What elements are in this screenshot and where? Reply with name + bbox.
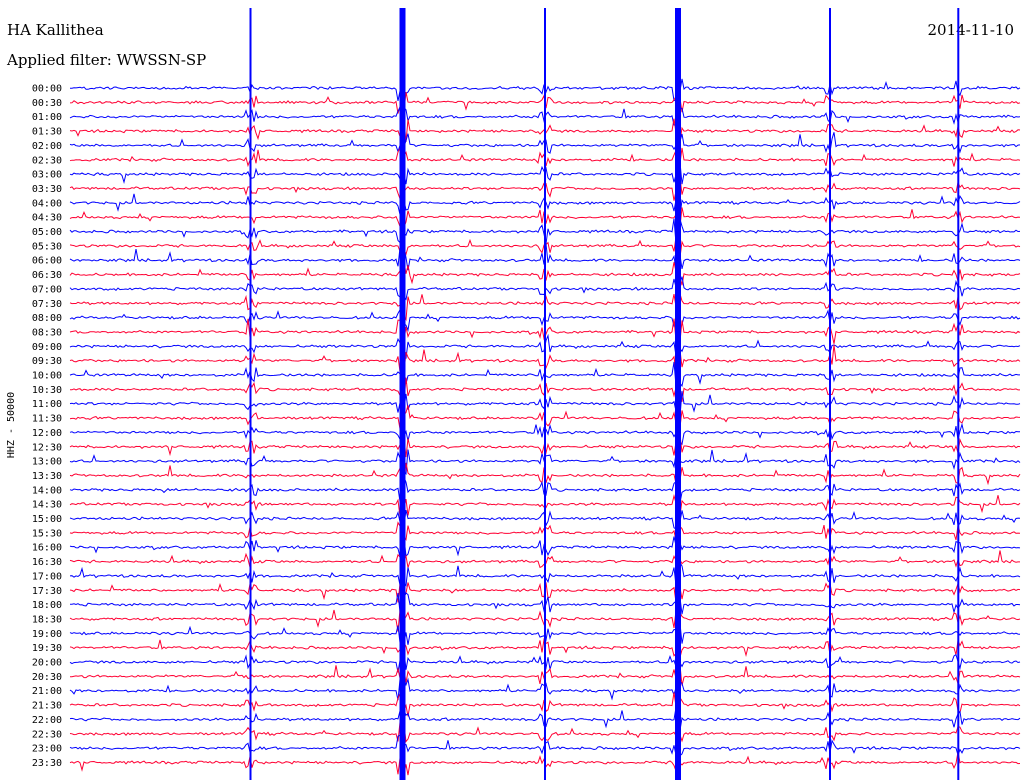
time-tick-label: 09:00 xyxy=(32,342,62,353)
time-tick-label: 21:00 xyxy=(32,686,62,697)
time-tick-label: 22:00 xyxy=(32,715,62,726)
time-tick-label: 03:00 xyxy=(32,170,62,181)
time-tick-label: 12:30 xyxy=(32,442,62,453)
time-tick-label: 15:30 xyxy=(32,528,62,539)
time-tick-label: 05:00 xyxy=(32,227,62,238)
time-tick-label: 23:30 xyxy=(32,758,62,769)
time-tick-label: 12:00 xyxy=(32,428,62,439)
time-tick-label: 16:30 xyxy=(32,557,62,568)
time-tick-label: 01:30 xyxy=(32,127,62,138)
time-tick-label: 11:00 xyxy=(32,399,62,410)
time-tick-label: 08:00 xyxy=(32,313,62,324)
time-tick-label: 19:30 xyxy=(32,643,62,654)
time-tick-label: 21:30 xyxy=(32,701,62,712)
channel-label: HHZ - 50000 xyxy=(6,392,17,458)
time-tick-labels: 00:00 00:30 01:00 01:30 02:00 02:30 03:00 03:30… xyxy=(32,84,62,769)
time-tick-label: 10:30 xyxy=(32,385,62,396)
time-tick-label: 03:30 xyxy=(32,184,62,195)
time-tick-label: 20:30 xyxy=(32,672,62,683)
event-band xyxy=(829,8,831,780)
time-tick-label: 07:30 xyxy=(32,299,62,310)
event-band xyxy=(249,8,252,780)
time-tick-label: 08:30 xyxy=(32,327,62,338)
date-label: 2014-11-10 xyxy=(928,21,1014,39)
time-tick-label: 04:30 xyxy=(32,213,62,224)
event-band xyxy=(675,8,681,780)
filter-label: Applied filter: WWSSN-SP xyxy=(6,51,206,69)
time-tick-label: 06:00 xyxy=(32,256,62,267)
time-tick-label: 11:30 xyxy=(32,414,62,425)
time-tick-label: 17:30 xyxy=(32,586,62,597)
time-tick-label: 19:00 xyxy=(32,629,62,640)
time-tick-label: 05:30 xyxy=(32,241,62,252)
time-tick-label: 07:00 xyxy=(32,284,62,295)
time-tick-label: 20:00 xyxy=(32,658,62,669)
time-tick-label: 13:30 xyxy=(32,471,62,482)
time-tick-label: 10:00 xyxy=(32,371,62,382)
time-tick-label: 13:00 xyxy=(32,457,62,468)
event-band xyxy=(544,8,546,780)
time-tick-label: 06:30 xyxy=(32,270,62,281)
time-tick-label: 14:00 xyxy=(32,485,62,496)
station-title: HA Kallithea xyxy=(7,21,104,39)
time-tick-label: 14:30 xyxy=(32,500,62,511)
time-tick-label: 17:00 xyxy=(32,571,62,582)
time-tick-label: 22:30 xyxy=(32,729,62,740)
time-tick-label: 09:30 xyxy=(32,356,62,367)
time-tick-label: 18:30 xyxy=(32,614,62,625)
time-tick-label: 00:30 xyxy=(32,98,62,109)
time-tick-label: 18:00 xyxy=(32,600,62,611)
time-tick-label: 23:00 xyxy=(32,744,62,755)
time-tick-label: 02:00 xyxy=(32,141,62,152)
event-band xyxy=(957,8,960,780)
time-tick-label: 04:00 xyxy=(32,198,62,209)
time-tick-label: 01:00 xyxy=(32,112,62,123)
time-tick-label: 02:30 xyxy=(32,155,62,166)
seismic-traces xyxy=(69,8,1021,780)
time-tick-label: 15:00 xyxy=(32,514,62,525)
event-band xyxy=(399,8,406,780)
time-tick-label: 16:00 xyxy=(32,543,62,554)
time-tick-label: 00:00 xyxy=(32,84,62,95)
